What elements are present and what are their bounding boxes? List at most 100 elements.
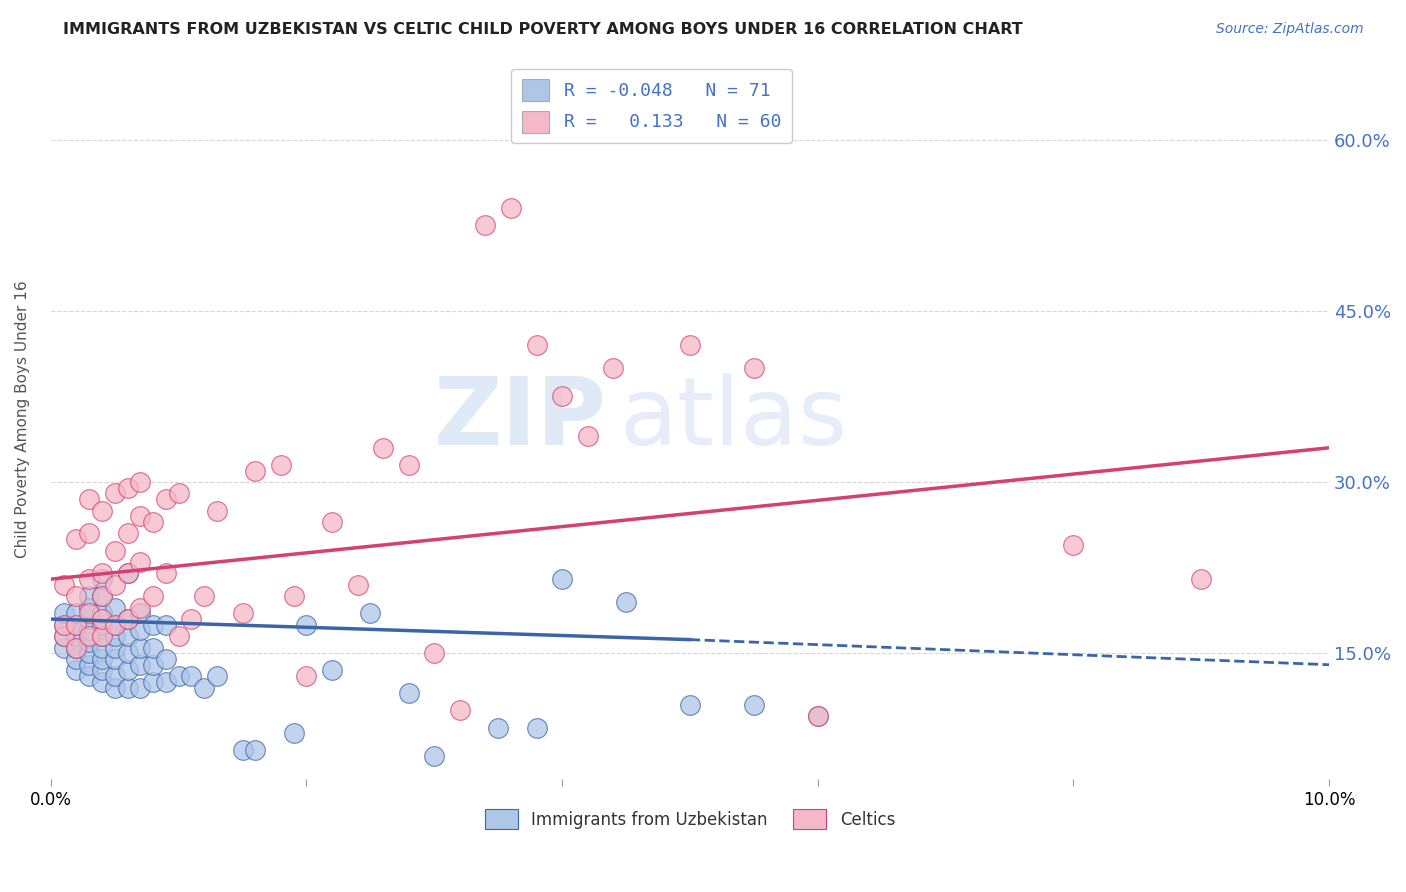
Point	[77, 589, 100, 603]
Point	[91, 566, 114, 581]
Point	[129, 475, 152, 489]
Point	[77, 624, 100, 638]
Point	[117, 566, 139, 581]
Point	[742, 360, 765, 375]
Point	[91, 612, 114, 626]
Text: ZIP: ZIP	[434, 373, 607, 466]
Point	[155, 566, 177, 581]
Point	[129, 607, 152, 621]
Point	[449, 703, 471, 717]
Point	[129, 681, 152, 695]
Point	[614, 595, 637, 609]
Point	[373, 441, 395, 455]
Point	[551, 389, 574, 403]
Point	[576, 429, 599, 443]
Point	[129, 657, 152, 672]
Point	[193, 589, 215, 603]
Point	[129, 624, 152, 638]
Point	[205, 503, 228, 517]
Point	[77, 635, 100, 649]
Point	[65, 589, 87, 603]
Point	[679, 338, 702, 352]
Point	[679, 698, 702, 712]
Point	[117, 664, 139, 678]
Point	[423, 749, 446, 764]
Point	[283, 589, 305, 603]
Point	[77, 629, 100, 643]
Point	[52, 640, 75, 655]
Point	[142, 617, 165, 632]
Point	[65, 532, 87, 546]
Point	[77, 607, 100, 621]
Point	[104, 652, 127, 666]
Point	[91, 674, 114, 689]
Point	[232, 607, 254, 621]
Point	[117, 526, 139, 541]
Point	[167, 486, 190, 500]
Point	[295, 617, 318, 632]
Point	[129, 509, 152, 524]
Point	[77, 612, 100, 626]
Point	[321, 664, 343, 678]
Point	[346, 578, 368, 592]
Point	[65, 664, 87, 678]
Point	[551, 572, 574, 586]
Point	[486, 721, 509, 735]
Point	[104, 578, 127, 592]
Point	[167, 629, 190, 643]
Point	[52, 617, 75, 632]
Text: IMMIGRANTS FROM UZBEKISTAN VS CELTIC CHILD POVERTY AMONG BOYS UNDER 16 CORRELATI: IMMIGRANTS FROM UZBEKISTAN VS CELTIC CHI…	[63, 22, 1024, 37]
Point	[602, 360, 624, 375]
Point	[142, 640, 165, 655]
Point	[77, 526, 100, 541]
Point	[104, 486, 127, 500]
Point	[104, 543, 127, 558]
Point	[155, 617, 177, 632]
Point	[91, 629, 114, 643]
Point	[77, 600, 100, 615]
Point	[117, 629, 139, 643]
Point	[91, 607, 114, 621]
Point	[807, 709, 830, 723]
Point	[65, 652, 87, 666]
Point	[91, 652, 114, 666]
Point	[142, 674, 165, 689]
Point	[104, 617, 127, 632]
Point	[77, 669, 100, 683]
Point	[104, 640, 127, 655]
Point	[104, 681, 127, 695]
Point	[193, 681, 215, 695]
Point	[77, 646, 100, 660]
Point	[91, 617, 114, 632]
Point	[398, 458, 420, 472]
Point	[65, 617, 87, 632]
Point	[155, 652, 177, 666]
Point	[104, 669, 127, 683]
Point	[129, 640, 152, 655]
Text: atlas: atlas	[620, 373, 848, 466]
Point	[65, 640, 87, 655]
Point	[295, 669, 318, 683]
Point	[77, 492, 100, 507]
Point	[283, 726, 305, 740]
Point	[205, 669, 228, 683]
Y-axis label: Child Poverty Among Boys Under 16: Child Poverty Among Boys Under 16	[15, 280, 30, 558]
Point	[359, 607, 381, 621]
Point	[117, 566, 139, 581]
Point	[1062, 538, 1084, 552]
Point	[91, 629, 114, 643]
Point	[77, 572, 100, 586]
Point	[117, 612, 139, 626]
Point	[398, 686, 420, 700]
Point	[77, 657, 100, 672]
Point	[91, 664, 114, 678]
Point	[91, 589, 114, 603]
Point	[65, 629, 87, 643]
Point	[52, 629, 75, 643]
Point	[129, 600, 152, 615]
Point	[142, 657, 165, 672]
Point	[129, 555, 152, 569]
Point	[91, 589, 114, 603]
Point	[423, 646, 446, 660]
Point	[52, 607, 75, 621]
